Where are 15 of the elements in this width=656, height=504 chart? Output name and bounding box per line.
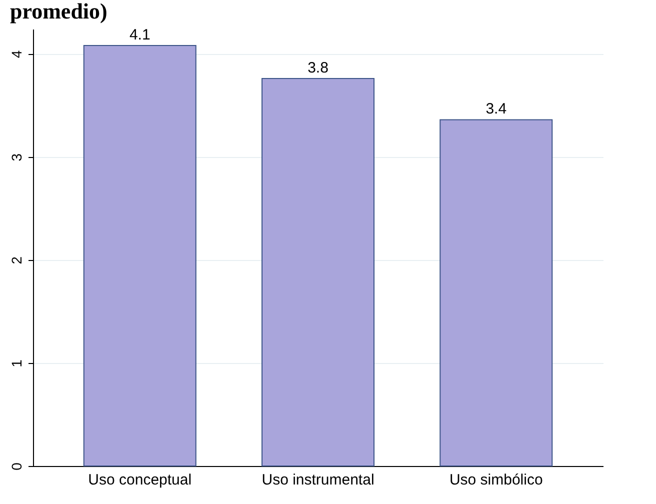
y-tick-label: 0 [8, 462, 24, 470]
y-tick-label: 2 [8, 256, 24, 264]
x-tick-label: Uso simbólico [449, 472, 543, 488]
data-label: 3.4 [486, 100, 507, 118]
y-tick-label: 3 [8, 153, 24, 162]
data-label: 4.1 [129, 26, 150, 44]
chart-title: promedio) [10, 0, 108, 24]
y-tick-label: 1 [8, 359, 24, 368]
y-tick-label: 4 [8, 50, 24, 58]
bar [440, 119, 553, 466]
x-tick-label: Uso conceptual [88, 472, 192, 488]
bar [83, 44, 196, 466]
data-label: 3.8 [308, 59, 328, 76]
x-tick-label: Uso instrumental [262, 472, 374, 488]
bar [262, 78, 374, 466]
